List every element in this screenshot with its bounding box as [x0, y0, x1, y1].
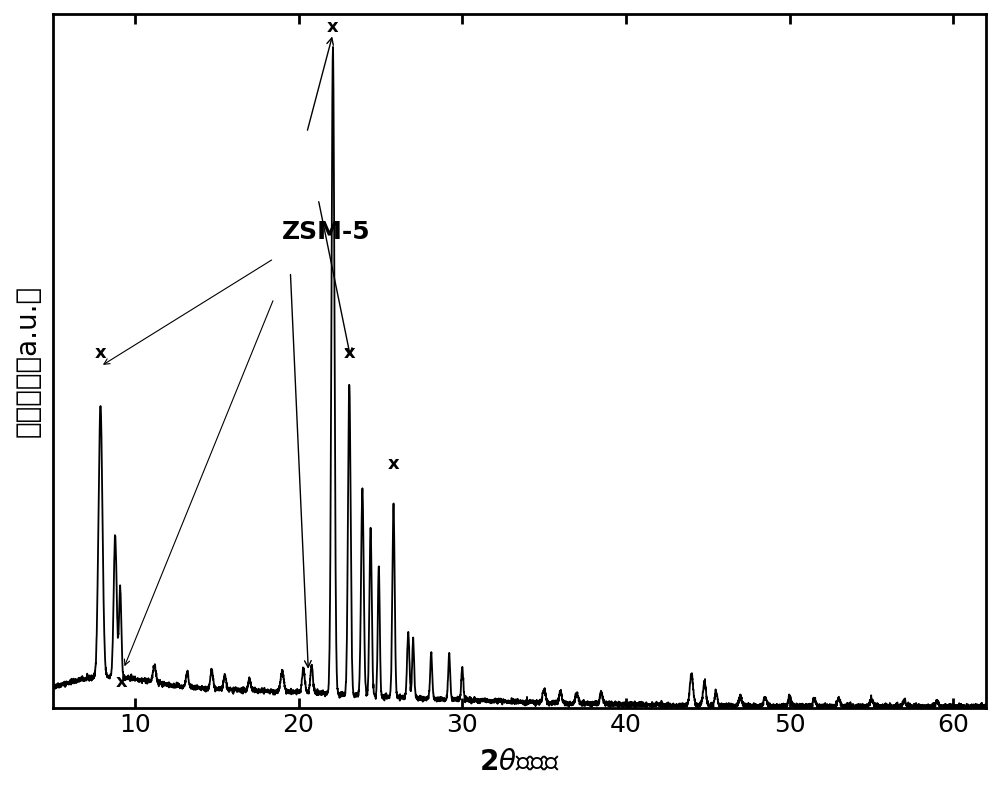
Text: ZSM-5: ZSM-5: [282, 220, 371, 244]
X-axis label: $\mathbf{2}$$\theta$（度）: $\mathbf{2}$$\theta$（度）: [479, 748, 560, 776]
Text: x: x: [343, 344, 355, 362]
Y-axis label: 相对强度（a.u.）: 相对强度（a.u.）: [14, 285, 42, 437]
Text: x: x: [388, 455, 399, 472]
Text: x: x: [116, 673, 128, 691]
Text: x: x: [95, 344, 106, 362]
Text: x: x: [327, 18, 339, 36]
